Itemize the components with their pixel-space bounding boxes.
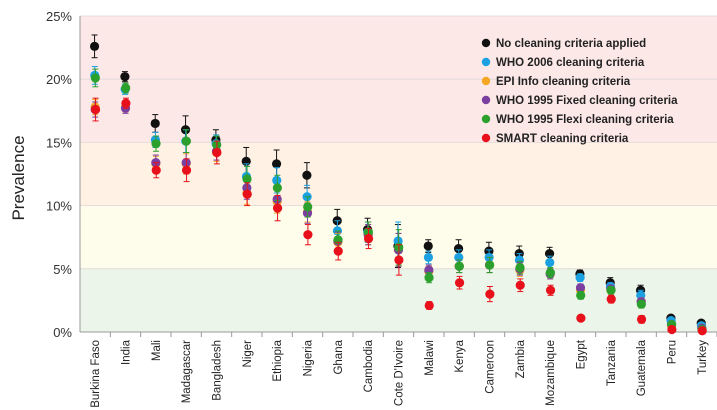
x-tick-label: Ethiopia [272,339,284,381]
x-tick-label: Egypt [576,339,588,369]
data-points [89,34,707,336]
data-point [120,72,130,82]
x-tick-label: Mozambique [545,340,557,406]
data-point [181,165,192,175]
legend-label: SMART cleaning criteria [496,133,629,145]
data-point [242,189,252,199]
data-point [181,136,191,146]
legend: No cleaning criteria applied WHO 2006 cle… [481,38,678,145]
x-tick-label: Burkina Faso [90,340,102,408]
x-tick-label: Kenya [454,339,466,372]
legend-label: WHO 1995 Flexi cleaning criteria [496,114,674,126]
data-point [606,294,616,304]
y-axis-ticks: 0% 5% 10% 15% 20% 25% [46,9,72,340]
x-tick-label: Cambodia [363,339,375,392]
x-axis: Burkina Faso India Mali Madagascar Banglades… [79,16,717,408]
data-point [697,326,707,336]
data-point [242,174,252,184]
legend-marker [481,133,491,143]
x-tick-label: India [121,339,133,365]
legend-label: No cleaning criteria applied [496,38,646,50]
data-point [515,280,525,290]
x-tick-label: Bangladesh [212,340,224,401]
data-point [636,314,647,324]
y-tick-label: 0% [53,325,72,340]
x-tick-label: Zambia [515,339,527,378]
data-point [89,41,100,51]
data-point [424,273,434,283]
band-0 [80,268,717,332]
data-point [212,147,222,158]
data-point [121,83,131,93]
data-point [423,241,433,251]
data-point [151,139,161,149]
legend-marker [481,114,491,124]
series-5 [90,97,707,336]
x-tick-label: Malawi [424,340,436,376]
data-point [454,278,465,288]
legend-marker [481,76,491,86]
data-point [271,159,282,169]
legend-marker [481,57,491,67]
data-point [515,262,525,273]
x-tick-label: Peru [667,340,679,364]
data-point [302,170,312,180]
data-point [545,267,555,278]
x-tick-label: Niger [242,340,254,368]
band-2 [80,142,717,206]
y-tick-label: 10% [46,199,72,214]
x-tick-label: Cote D'Ivoire [394,340,406,406]
data-point [303,202,313,212]
data-point [303,230,313,240]
data-point [272,183,282,193]
data-point [667,324,677,335]
legend-label: WHO 1995 Fixed cleaning criteria [496,95,678,107]
data-point [485,260,495,270]
data-point [485,289,495,299]
y-axis-label: Prevalence [9,135,28,220]
x-tick-label: Ghana [333,339,345,374]
y-tick-label: 15% [46,135,72,150]
legend-marker [481,95,491,105]
x-tick-label: Nigeria [303,339,315,376]
data-point [453,243,464,254]
x-tick-label: Guatemala [636,339,648,396]
data-point [150,118,160,129]
x-tick-label: Cameroon [485,340,497,394]
data-point [90,73,100,83]
data-point [333,246,343,256]
y-tick-label: 20% [46,72,72,87]
data-point [394,255,404,265]
data-point [545,285,556,295]
legend-label: WHO 2006 cleaning criteria [496,57,645,69]
legend-marker [481,38,491,48]
data-point [121,98,131,108]
x-tick-label: Tanzania [606,339,618,386]
y-tick-label: 5% [53,262,72,277]
data-point [636,299,646,309]
x-tick-label: Madagascar [181,340,193,403]
data-point [606,285,616,295]
x-tick-label: Mali [151,340,163,361]
x-tick-label: Turkey [697,340,709,375]
data-point [545,257,555,268]
data-point [272,175,282,185]
data-point [575,273,585,283]
data-point [272,203,283,213]
data-point [363,233,374,244]
y-tick-label: 25% [46,9,72,24]
data-point [151,165,161,175]
data-point [90,104,101,115]
data-point [423,252,434,263]
legend-label: EPI Info cleaning criteria [496,76,631,88]
data-point [424,300,434,311]
data-point [576,290,586,300]
data-point [576,313,586,323]
data-point [575,283,586,293]
data-point [454,261,464,271]
